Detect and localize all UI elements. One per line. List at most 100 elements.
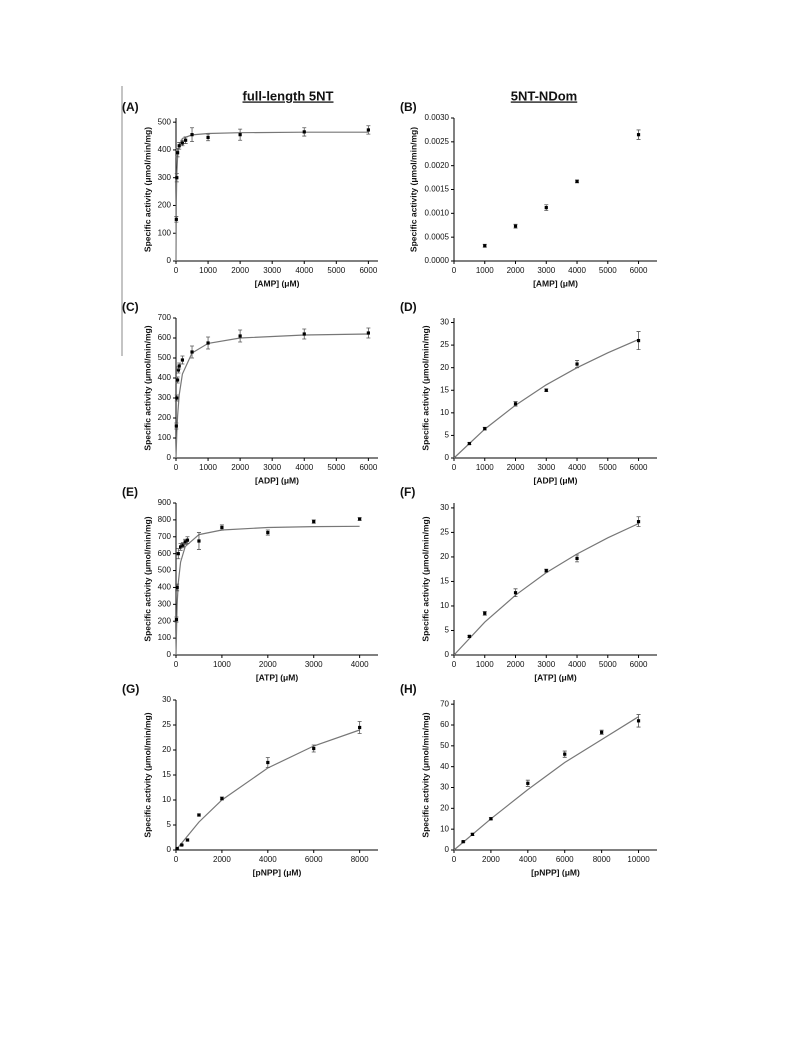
y-tick-label: 70: [440, 699, 449, 708]
y-axis-label: Specific activity (μmol/min/mg): [420, 712, 430, 837]
data-point: [184, 138, 188, 142]
y-tick-label: 100: [158, 228, 172, 237]
x-tick-label: 0: [452, 463, 457, 472]
y-tick-label: 200: [158, 413, 172, 422]
x-tick-label: 2000: [507, 660, 525, 669]
x-axis-label: [ATP] (μM): [256, 672, 299, 682]
x-tick-label: 3000: [305, 660, 323, 669]
y-tick-label: 30: [440, 783, 449, 792]
x-tick-label: 2000: [259, 660, 277, 669]
x-tick-label: 5000: [327, 463, 345, 472]
y-tick-label: 50: [440, 741, 449, 750]
panel-label: (D): [400, 300, 417, 314]
y-tick-label: 5: [445, 626, 450, 635]
y-tick-label: 20: [440, 803, 449, 812]
x-tick-label: 6000: [630, 660, 648, 669]
data-point: [177, 364, 181, 368]
y-tick-label: 0: [167, 845, 172, 854]
data-point: [544, 569, 548, 573]
y-tick-label: 0: [445, 453, 450, 462]
y-tick-label: 25: [162, 720, 171, 729]
data-point: [180, 843, 184, 847]
y-tick-label: 40: [440, 762, 449, 771]
y-tick-label: 15: [440, 577, 449, 586]
data-point: [636, 133, 641, 137]
x-tick-label: 10000: [627, 855, 650, 864]
y-tick-label: 60: [440, 720, 449, 729]
data-point: [197, 813, 201, 817]
data-point: [175, 846, 179, 851]
x-tick-label: 1000: [199, 266, 217, 275]
x-tick-label: 4000: [519, 855, 537, 864]
x-tick-label: 4000: [259, 855, 277, 864]
data-point: [176, 151, 180, 155]
x-tick-label: 4000: [295, 266, 313, 275]
data-point: [366, 128, 370, 132]
y-tick-label: 5: [445, 431, 450, 440]
y-tick-label: 700: [158, 313, 172, 322]
y-tick-label: 20: [440, 552, 449, 561]
x-tick-label: 2000: [482, 855, 500, 864]
y-axis-label: Specific activity (μmol/min/mg): [142, 127, 152, 252]
data-point: [190, 350, 194, 354]
y-tick-label: 300: [158, 599, 172, 608]
y-tick-label: 20: [162, 745, 171, 754]
x-tick-label: 0: [174, 266, 179, 275]
y-axis-label: Specific activity (μmol/min/mg): [420, 516, 430, 641]
data-point: [220, 796, 224, 801]
data-point: [183, 540, 187, 544]
x-tick-label: 3000: [537, 463, 555, 472]
y-tick-label: 25: [440, 340, 449, 349]
x-tick-label: 0: [174, 463, 179, 472]
data-point: [483, 244, 487, 248]
x-tick-label: 6000: [630, 266, 648, 275]
x-axis-label: [ATP] (μM): [534, 672, 577, 682]
panel-label: (F): [400, 485, 415, 499]
x-axis-label: [AMP] (μM): [533, 278, 578, 288]
y-tick-label: 700: [158, 532, 172, 541]
x-tick-label: 6000: [359, 463, 377, 472]
x-tick-label: 5000: [327, 266, 345, 275]
y-tick-label: 0: [167, 650, 172, 659]
data-point: [489, 817, 493, 821]
x-tick-label: 0: [452, 266, 457, 275]
y-tick-label: 100: [158, 633, 172, 642]
x-tick-label: 2000: [507, 266, 525, 275]
panel-label: (H): [400, 682, 417, 696]
data-point: [467, 441, 471, 446]
panel-label: (C): [122, 300, 139, 314]
y-tick-label: 30: [162, 695, 171, 704]
column-title: full-length 5NT: [243, 88, 334, 103]
data-point: [461, 840, 465, 844]
x-tick-label: 6000: [359, 266, 377, 275]
panel-label: (G): [122, 682, 139, 696]
x-tick-label: 3000: [537, 266, 555, 275]
y-tick-label: 0: [167, 453, 172, 462]
x-axis-label: [ADP] (μM): [534, 475, 578, 485]
y-tick-label: 0.0025: [425, 137, 450, 146]
y-tick-label: 100: [158, 433, 172, 442]
data-point: [563, 752, 567, 756]
data-point: [175, 585, 179, 590]
panel-label: (B): [400, 100, 417, 114]
y-tick-label: 400: [158, 583, 172, 592]
data-point: [206, 135, 210, 140]
x-tick-label: 5000: [599, 266, 617, 275]
y-tick-label: 800: [158, 515, 172, 524]
x-tick-label: 0: [452, 660, 457, 669]
data-point: [180, 358, 185, 362]
x-tick-label: 8000: [351, 855, 369, 864]
y-tick-label: 400: [158, 373, 172, 382]
x-tick-label: 2000: [213, 855, 231, 864]
data-point: [181, 543, 185, 547]
y-tick-label: 500: [158, 566, 172, 575]
y-axis-label: Specific activity (μmol/min/mg): [142, 712, 152, 837]
data-point: [575, 362, 579, 366]
y-axis-label: Specific activity (μmol/min/mg): [408, 127, 418, 252]
data-point: [266, 760, 270, 765]
x-tick-label: 2000: [507, 463, 525, 472]
data-point: [220, 525, 224, 530]
y-axis-label: Specific activity (μmol/min/mg): [142, 516, 152, 641]
data-point: [513, 402, 518, 406]
